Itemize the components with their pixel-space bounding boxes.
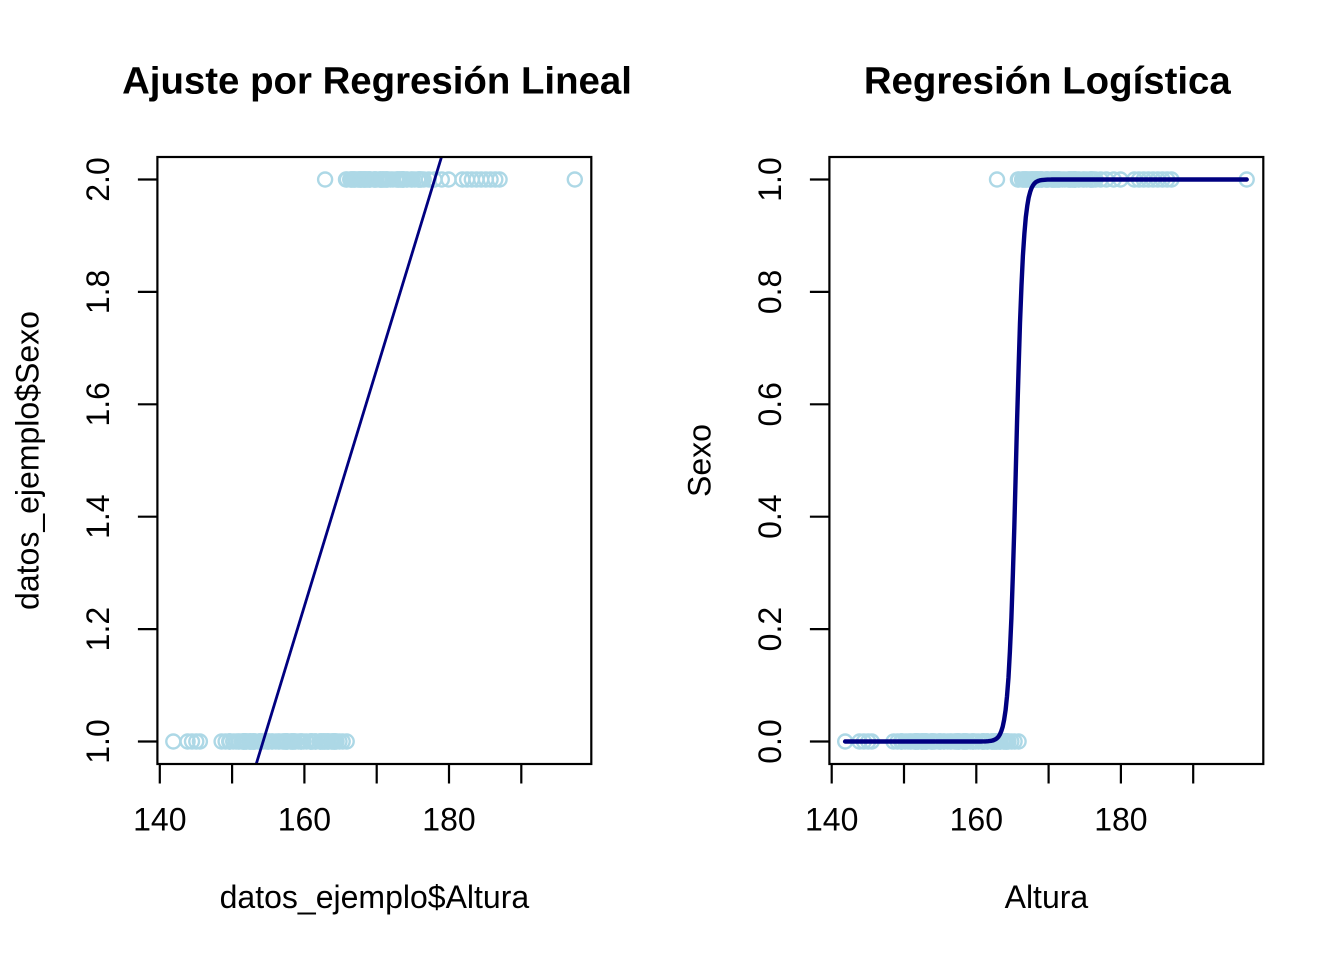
- svg-text:1.0: 1.0: [752, 157, 788, 201]
- svg-text:0.8: 0.8: [752, 270, 788, 314]
- svg-text:datos_ejemplo$Altura: datos_ejemplo$Altura: [220, 879, 530, 915]
- svg-text:180: 180: [1094, 802, 1147, 838]
- svg-text:1.4: 1.4: [80, 494, 116, 538]
- svg-text:2.0: 2.0: [80, 157, 116, 201]
- svg-text:1.2: 1.2: [80, 607, 116, 651]
- svg-text:1.0: 1.0: [80, 719, 116, 763]
- svg-text:0.6: 0.6: [752, 382, 788, 426]
- svg-text:Ajuste por Regresión Lineal: Ajuste por Regresión Lineal: [122, 59, 632, 102]
- svg-text:Sexo: Sexo: [682, 424, 718, 497]
- svg-text:140: 140: [133, 802, 186, 838]
- svg-text:180: 180: [422, 802, 475, 838]
- svg-text:160: 160: [278, 802, 331, 838]
- svg-text:1.6: 1.6: [80, 382, 116, 426]
- svg-text:Altura: Altura: [1005, 879, 1089, 915]
- svg-text:1.8: 1.8: [80, 270, 116, 314]
- svg-text:0.4: 0.4: [752, 494, 788, 538]
- svg-text:140: 140: [805, 802, 858, 838]
- svg-text:160: 160: [950, 802, 1003, 838]
- svg-text:0.2: 0.2: [752, 607, 788, 651]
- svg-text:Regresión Logística: Regresión Logística: [864, 59, 1232, 102]
- svg-text:0.0: 0.0: [752, 719, 788, 763]
- svg-text:datos_ejemplo$Sexo: datos_ejemplo$Sexo: [10, 311, 46, 610]
